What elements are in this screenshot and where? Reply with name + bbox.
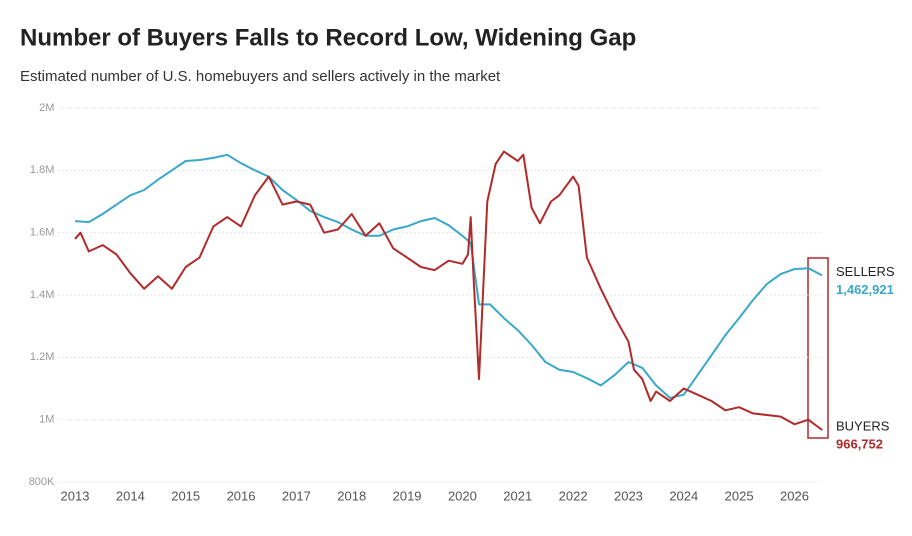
highlight-box <box>807 257 829 439</box>
legend-label: SELLERS <box>836 264 895 279</box>
x-tick-label: 2020 <box>448 488 477 503</box>
legend-label: BUYERS <box>836 418 890 433</box>
y-tick-label: 1M <box>39 414 54 426</box>
y-tick-label: 800K <box>29 476 55 488</box>
x-tick-label: 2021 <box>503 488 532 503</box>
y-tick-label: 1.8M <box>30 164 54 176</box>
chart-subtitle: Estimated number of U.S. homebuyers and … <box>20 68 501 85</box>
series-line <box>74 153 823 399</box>
x-tick-label: 2018 <box>337 488 366 503</box>
y-tick-label: 1.4M <box>30 289 54 301</box>
value-label: 966,752 <box>836 436 883 451</box>
x-tick-label: 2025 <box>725 488 754 503</box>
x-tick-label: 2014 <box>116 488 145 503</box>
value-label: 1,462,921 <box>836 282 894 297</box>
x-tick-label: 2019 <box>393 488 422 503</box>
y-tick-label: 1.6M <box>30 227 54 239</box>
y-tick-label: 2M <box>39 102 54 114</box>
x-tick-label: 2023 <box>614 488 643 503</box>
x-tick-label: 2017 <box>282 488 311 503</box>
x-tick-label: 2015 <box>171 488 200 503</box>
x-tick-label: 2024 <box>669 488 698 503</box>
x-tick-label: 2026 <box>780 488 809 503</box>
y-tick-label: 1.2M <box>30 351 54 363</box>
x-tick-label: 2022 <box>559 488 588 503</box>
chart-title: Number of Buyers Falls to Record Low, Wi… <box>20 24 636 51</box>
series-line <box>74 150 823 431</box>
x-tick-label: 2013 <box>61 488 90 503</box>
x-tick-label: 2016 <box>227 488 256 503</box>
